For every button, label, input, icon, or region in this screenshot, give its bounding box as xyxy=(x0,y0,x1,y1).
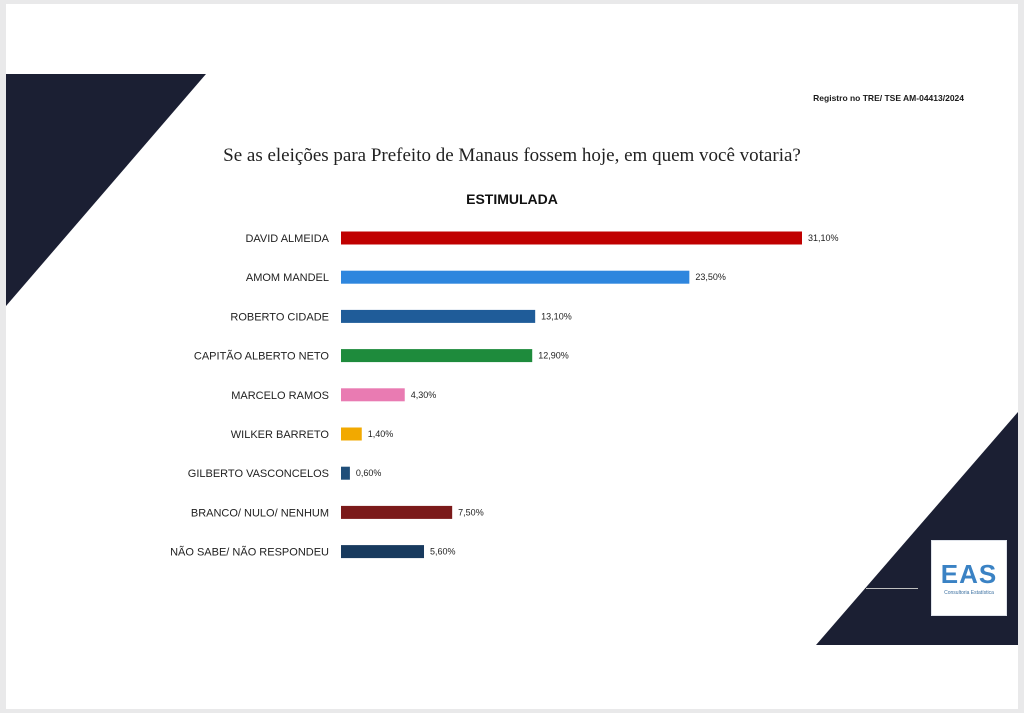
bar xyxy=(341,349,533,363)
chart-title: Se as eleições para Prefeito de Manaus f… xyxy=(223,145,801,166)
data-label: 31,10% xyxy=(808,233,839,243)
data-label: 0,60% xyxy=(356,468,382,478)
bar xyxy=(341,309,536,323)
category-label: WILKER BARRETO xyxy=(231,429,330,441)
category-label: AMOM MANDEL xyxy=(246,272,329,284)
bar xyxy=(341,427,362,441)
bar-chart: DAVID ALMEIDA 31,10% AMOM MANDEL 23,50% ROBE… xyxy=(170,231,839,559)
bar xyxy=(341,231,802,245)
data-label: 13,10% xyxy=(541,311,572,321)
bar xyxy=(341,388,405,402)
logo-mark: EAS xyxy=(940,559,998,589)
bar xyxy=(341,505,453,519)
data-label: 1,40% xyxy=(368,429,394,439)
bar xyxy=(341,545,425,559)
data-label: 23,50% xyxy=(695,272,726,282)
data-label: 5,60% xyxy=(430,547,456,557)
data-label: 7,50% xyxy=(458,507,484,517)
category-label: GILBERTO VASCONCELOS xyxy=(188,468,329,480)
category-label: MARCELO RAMOS xyxy=(231,390,329,402)
category-label: DAVID ALMEIDA xyxy=(245,233,329,245)
chart-subtitle: ESTIMULADA xyxy=(466,191,558,207)
category-label: ROBERTO CIDADE xyxy=(230,311,329,323)
data-label: 12,90% xyxy=(538,351,569,361)
logo-divider xyxy=(866,588,918,589)
category-label: NÃO SABE/ NÃO RESPONDEU xyxy=(170,546,329,559)
category-label: BRANCO/ NULO/ NENHUM xyxy=(191,507,329,519)
slide: Registro no TRE/ TSE AM-04413/2024 Se as… xyxy=(6,4,1018,709)
eas-logo: EAS Consultoria Estatística xyxy=(932,541,1006,615)
bar xyxy=(341,270,690,284)
registration-note: Registro no TRE/ TSE AM-04413/2024 xyxy=(813,93,964,103)
bar xyxy=(341,466,350,480)
data-label: 4,30% xyxy=(411,390,437,400)
logo-tagline: Consultoria Estatística xyxy=(944,590,994,596)
category-label: CAPITÃO ALBERTO NETO xyxy=(194,350,330,363)
